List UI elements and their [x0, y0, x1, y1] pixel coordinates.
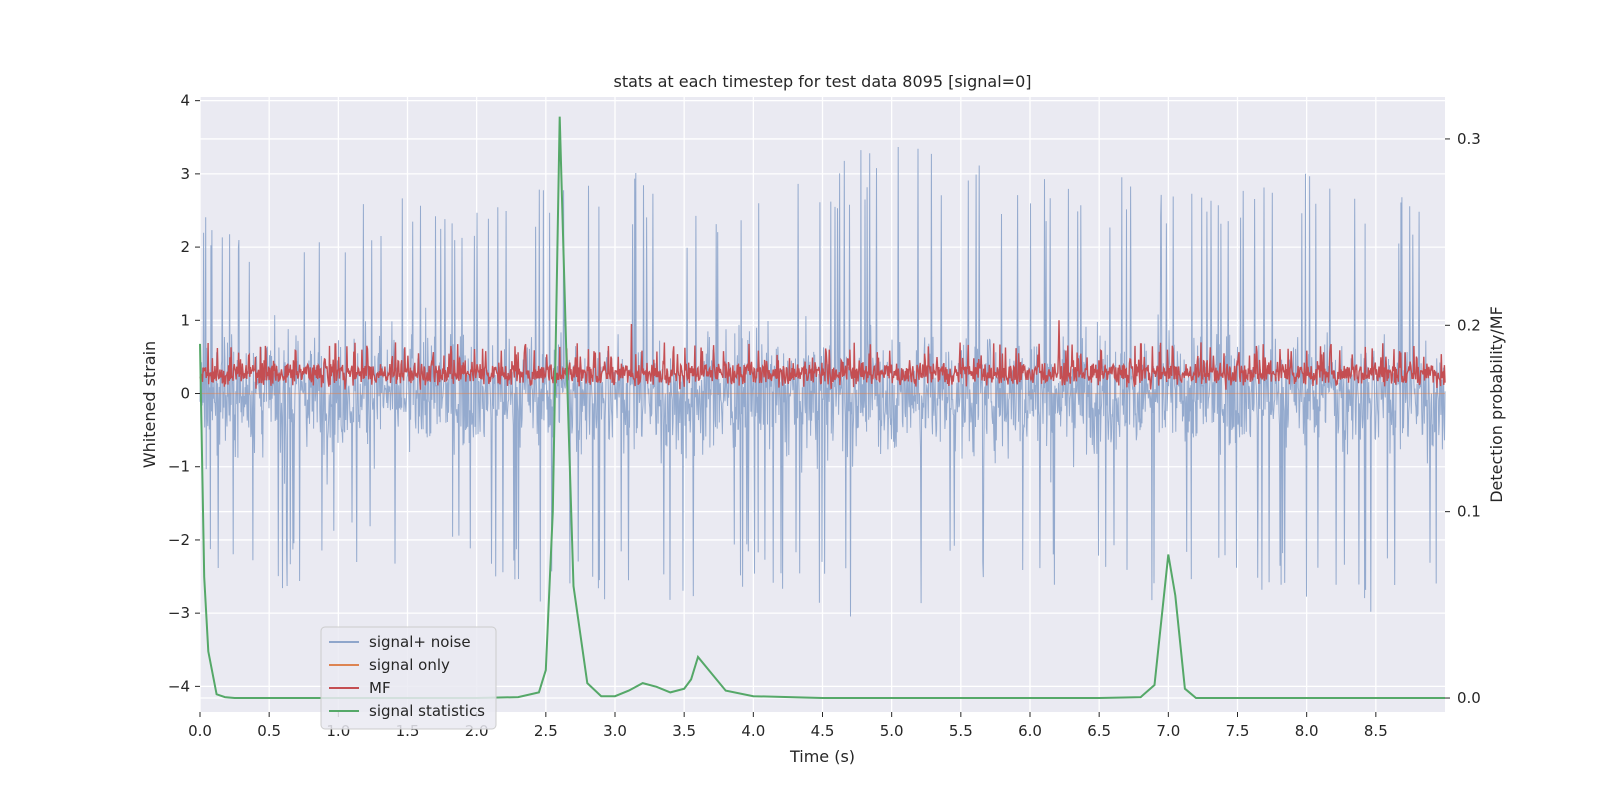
y-tick-label: 4 — [180, 92, 190, 110]
y-tick-label: −2 — [168, 531, 190, 549]
x-tick-label: 3.5 — [672, 722, 696, 740]
y-tick-label: 0 — [180, 385, 190, 403]
legend-box — [320, 626, 497, 730]
x-axis-title: Time (s) — [789, 747, 855, 766]
y-tick-label: 3 — [180, 165, 190, 183]
chart-title: stats at each timestep for test data 809… — [613, 72, 1031, 91]
x-tick-label: 0.0 — [188, 722, 212, 740]
y2-tick-label: 0.1 — [1457, 503, 1481, 521]
x-tick-label: 3.0 — [603, 722, 627, 740]
y2-tick-label: 0.3 — [1457, 130, 1481, 148]
x-tick-label: 0.5 — [257, 722, 281, 740]
y-tick-label: −3 — [168, 604, 190, 622]
legend-label: signal+ noise — [369, 633, 471, 651]
x-tick-label: 5.5 — [949, 722, 973, 740]
x-tick-label: 5.0 — [880, 722, 904, 740]
x-tick-label: 8.0 — [1295, 722, 1319, 740]
y-tick-label: −1 — [168, 458, 190, 476]
x-tick-label: 2.5 — [534, 722, 558, 740]
legend-label: signal only — [369, 656, 450, 674]
x-tick-label: 4.5 — [811, 722, 835, 740]
y2-tick-label: 0.0 — [1457, 689, 1481, 707]
legend-label: signal statistics — [369, 702, 485, 720]
y-axis-title: Whitened strain — [140, 341, 159, 468]
y-tick-label: −4 — [168, 677, 190, 695]
mf-line — [199, 320, 1446, 390]
signal-noise-line — [199, 146, 1446, 617]
y2-axis-title: Detection probability/MF — [1487, 306, 1506, 503]
mf-series — [199, 320, 1446, 390]
y-tick-label: 1 — [180, 311, 190, 329]
x-tick-label: 7.0 — [1156, 722, 1180, 740]
y2-tick-label: 0.2 — [1457, 316, 1481, 334]
x-tick-label: 6.5 — [1087, 722, 1111, 740]
y-tick-label: 2 — [180, 238, 190, 256]
legend-label: MF — [369, 679, 391, 697]
signal-statistics-line — [199, 116, 1445, 699]
x-tick-label: 6.0 — [1018, 722, 1042, 740]
x-tick-label: 8.5 — [1364, 722, 1388, 740]
signal-noise-series — [199, 146, 1446, 617]
x-tick-label: 4.0 — [741, 722, 765, 740]
legend: signal+ noise signal only MF signal statist… — [320, 626, 497, 730]
x-tick-label: 7.5 — [1226, 722, 1250, 740]
signal-statistics-series — [199, 116, 1445, 699]
